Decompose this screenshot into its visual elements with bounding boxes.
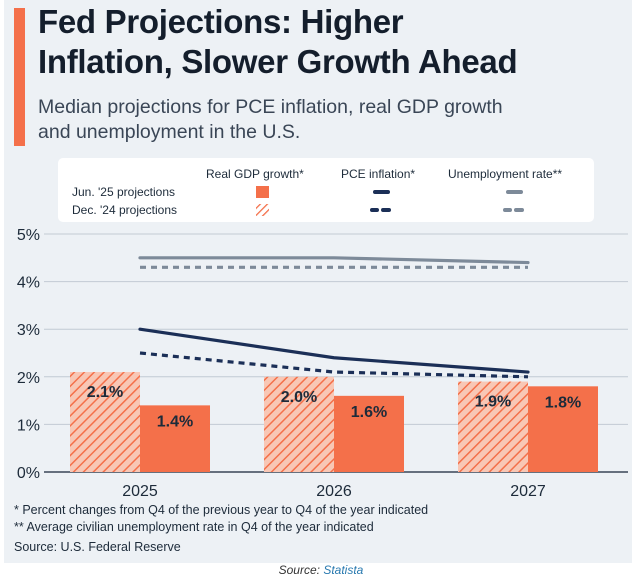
bar-gdp-jun25	[140, 405, 210, 472]
x-tick-label: 2025	[122, 483, 158, 500]
caption: Source: Statista	[0, 563, 642, 577]
y-tick-label: 1%	[17, 417, 40, 434]
y-tick-label: 5%	[17, 227, 40, 244]
caption-source-link[interactable]: Statista	[323, 563, 364, 577]
legend: Real GDP growth* PCE inflation* Unemploy…	[58, 158, 594, 222]
chart-title: Fed Projections: Higher Inflation, Slowe…	[38, 2, 628, 82]
title-line-2: Inflation, Slower Growth Ahead	[38, 43, 518, 80]
y-tick-label: 2%	[17, 370, 40, 387]
chart-plot: 0% 1% 2% 3% 4% 5% 2025 2026 2027 2.1% 2.0% 1.9% 1.4…	[14, 227, 628, 554]
legend-row-jun: Jun. '25 projections	[72, 185, 176, 199]
footnote-2: ** Average civilian unemployment rate in…	[14, 520, 374, 534]
y-tick-label: 3%	[17, 322, 40, 339]
bar-value-label: 1.8%	[545, 394, 581, 411]
bar-gdp-jun25	[334, 395, 404, 472]
bar-gdp-dec24	[264, 376, 334, 472]
legend-swatch-gdp-dec	[256, 204, 269, 216]
x-tick-label: 2026	[316, 483, 352, 500]
caption-prefix: Source:	[278, 563, 320, 577]
line-pce-jun25	[138, 327, 530, 374]
title-line-1: Fed Projections: Higher	[38, 3, 404, 40]
bar-value-label: 1.9%	[475, 394, 511, 411]
legend-swatches	[256, 186, 524, 216]
line-unemployment-jun25	[138, 256, 530, 265]
chart-subtitle: Median projections for PCE inflation, re…	[38, 95, 628, 145]
bar-value-label: 1.6%	[351, 404, 387, 421]
bar-value-label: 1.4%	[157, 413, 193, 430]
label-layer: 2.1% 2.0% 1.9% 1.4% 1.6% 1.8%	[87, 384, 581, 430]
line-pce-dec24	[139, 351, 529, 379]
line-layer	[138, 256, 530, 379]
bar-gdp-dec24	[458, 381, 528, 472]
footnotes: * Percent changes from Q4 of the previou…	[14, 503, 428, 554]
footnote-1: * Percent changes from Q4 of the previou…	[14, 503, 428, 517]
bar-value-label: 2.0%	[281, 389, 317, 406]
bar-gdp-jun25	[528, 386, 598, 472]
y-tick-label: 0%	[17, 465, 40, 482]
y-tick-label: 4%	[17, 275, 40, 292]
legend-row-dec: Dec. '24 projections	[72, 203, 178, 217]
subtitle-line-1: Median projections for PCE inflation, re…	[38, 96, 503, 118]
title-accent-bar	[14, 8, 25, 146]
bar-gdp-dec24	[70, 372, 140, 472]
legend-header-pce: PCE inflation*	[341, 167, 416, 181]
bar-value-label: 2.1%	[87, 384, 123, 401]
chart-source: Source: U.S. Federal Reserve	[14, 540, 181, 554]
subtitle-line-2: and unemployment in the U.S.	[38, 121, 301, 143]
bar-layer	[70, 372, 598, 472]
x-tick-label: 2027	[510, 483, 546, 500]
legend-swatch-gdp-jun	[256, 186, 269, 198]
legend-header-unemployment: Unemployment rate**	[448, 167, 563, 181]
legend-header-gdp: Real GDP growth*	[206, 167, 304, 181]
